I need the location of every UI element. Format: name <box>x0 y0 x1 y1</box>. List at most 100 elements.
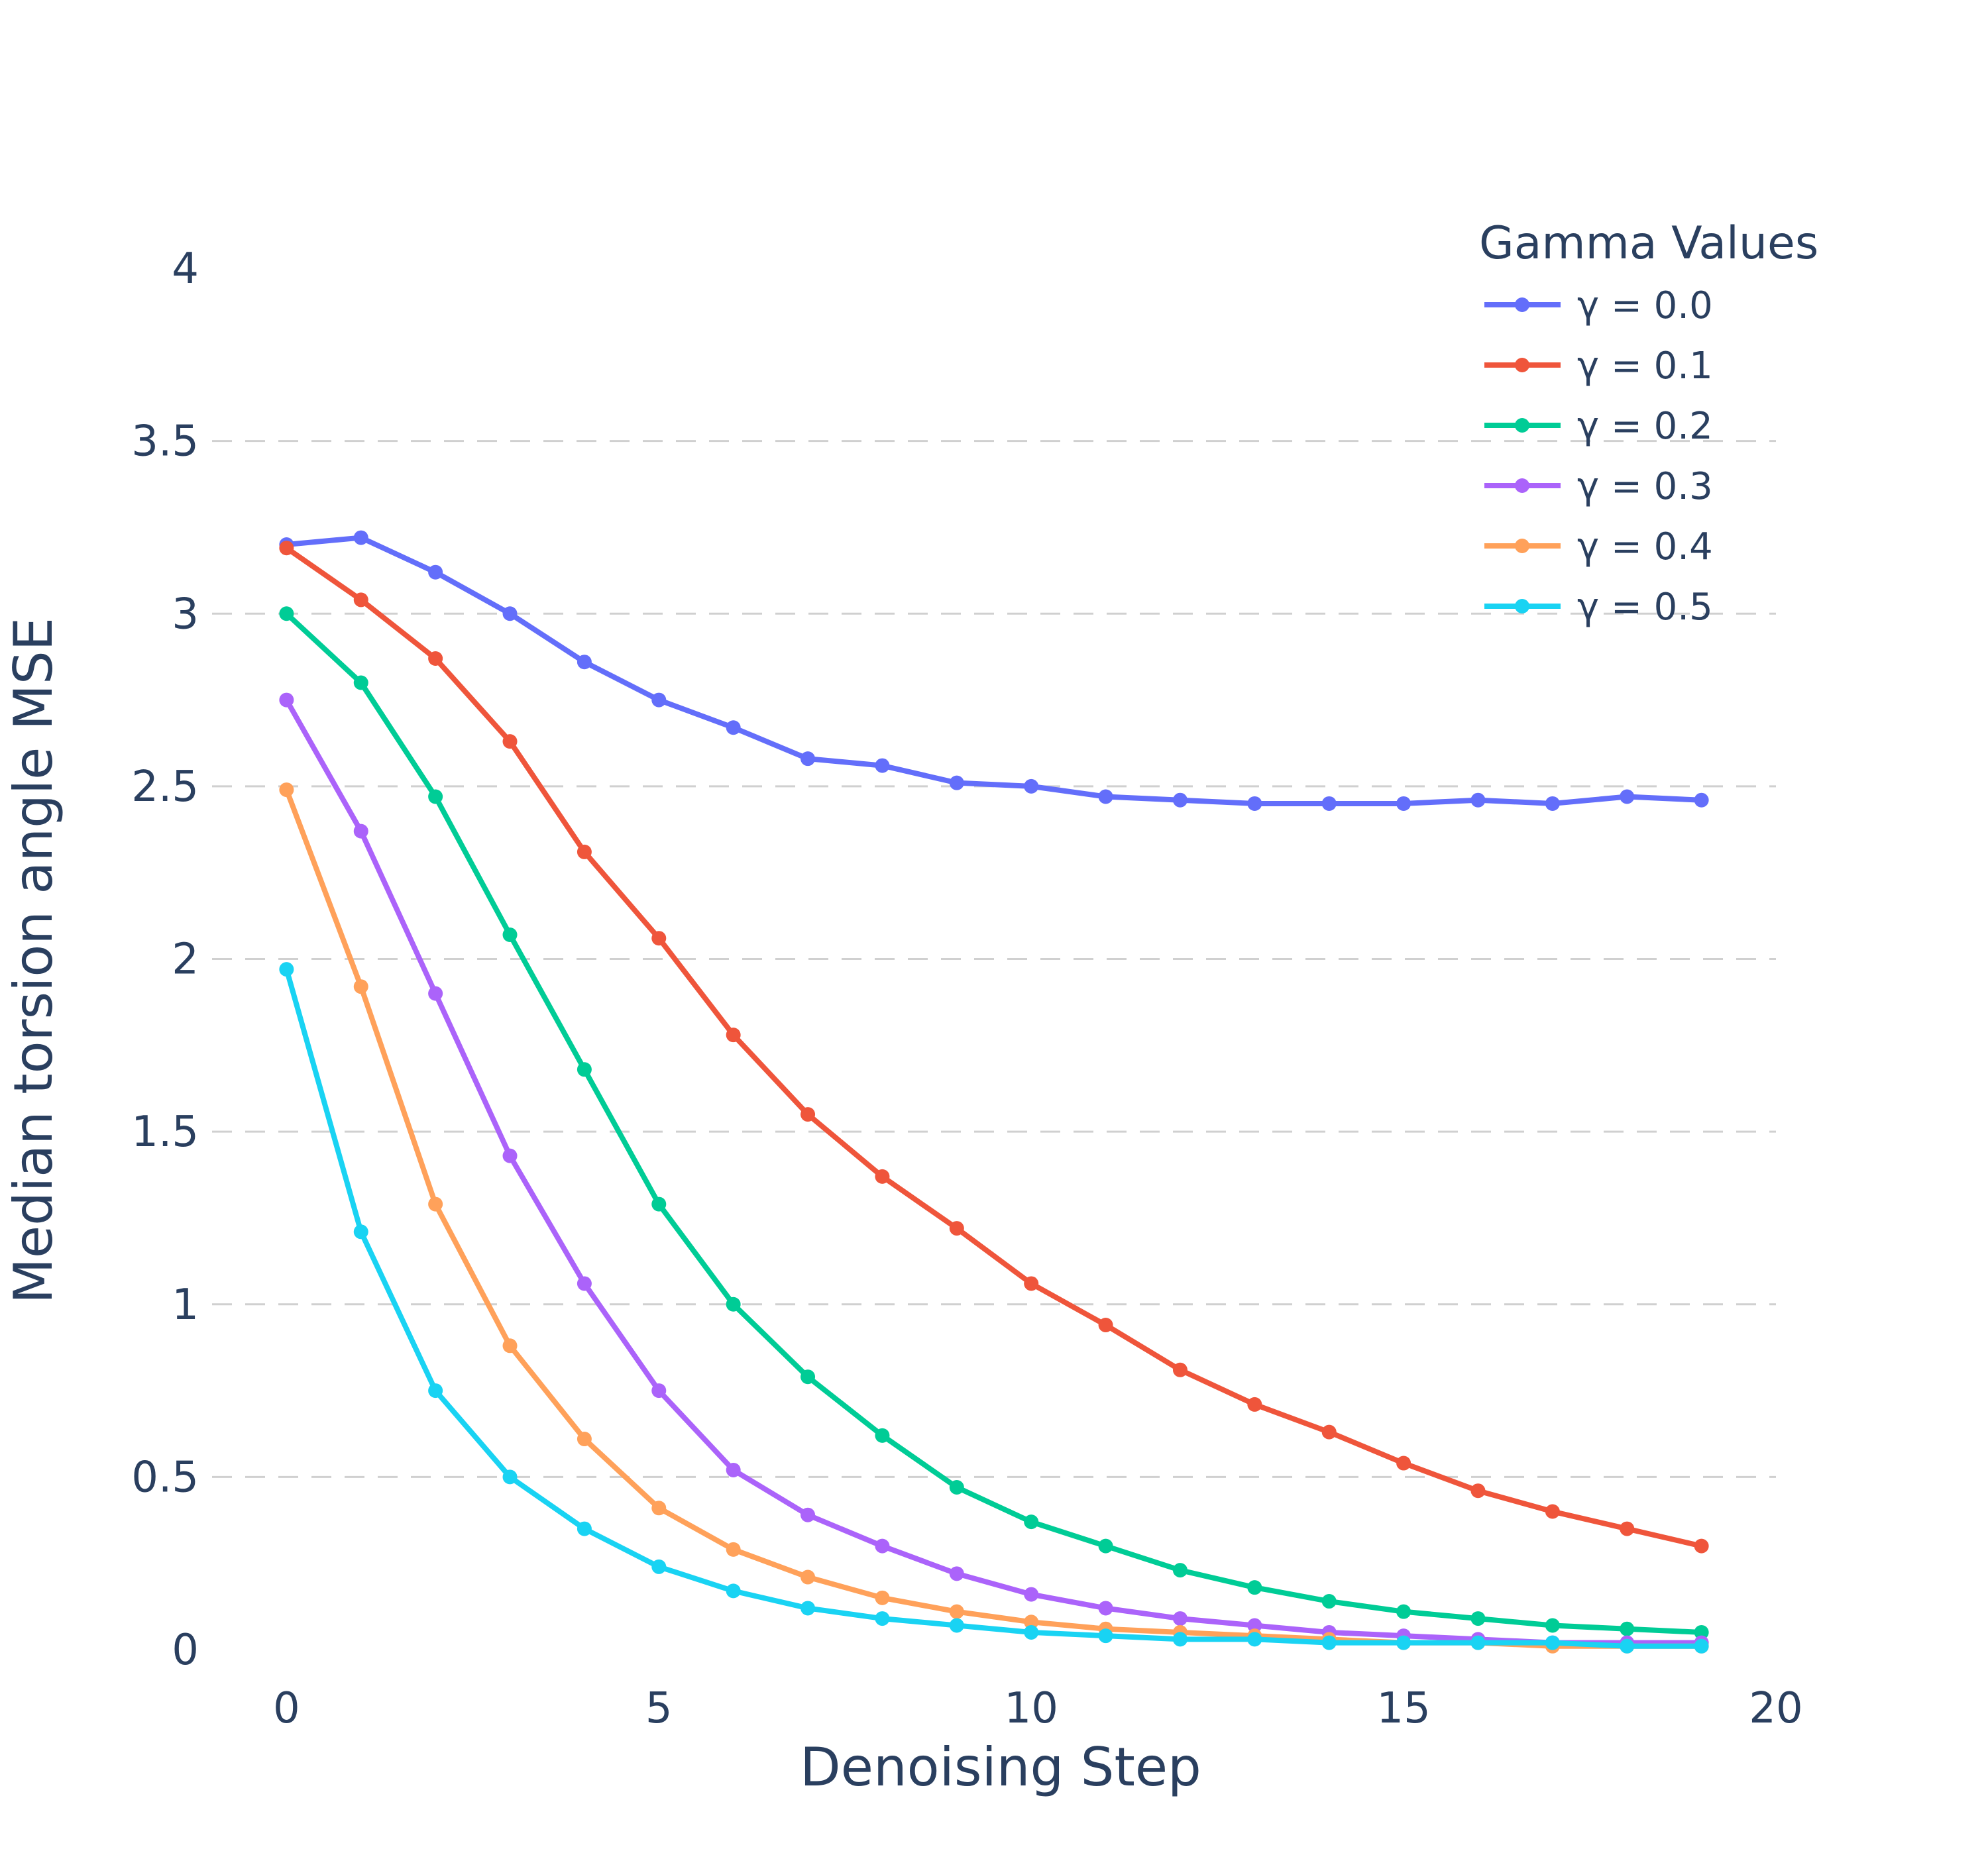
data-point <box>1172 1563 1187 1578</box>
legend[interactable]: Gamma Values γ = 0.0 γ = 0.1 γ = 0.2 γ = 0.… <box>1479 217 1818 629</box>
data-point <box>1396 796 1411 811</box>
series-4 <box>279 782 1709 1654</box>
data-point <box>1545 1635 1560 1650</box>
data-point <box>949 1221 964 1236</box>
series-line <box>286 535 1702 806</box>
y-tick-label: 0.5 <box>131 1453 199 1502</box>
data-point <box>949 775 964 790</box>
data-point <box>353 592 368 608</box>
data-point <box>428 986 443 1001</box>
legend-swatch-marker <box>1515 358 1529 372</box>
data-point <box>1620 1638 1635 1654</box>
data-point <box>502 1338 518 1353</box>
data-point <box>1321 1594 1337 1609</box>
data-point <box>801 751 816 767</box>
data-point <box>651 1196 667 1212</box>
data-point <box>1470 1635 1486 1650</box>
y-tick-label: 3.5 <box>131 417 199 466</box>
y-tick-label: 2 <box>172 935 199 984</box>
data-point <box>577 1062 592 1077</box>
data-point <box>801 1507 816 1522</box>
legend-item[interactable]: γ = 0.1 <box>1484 344 1713 388</box>
legend-swatch-marker <box>1515 539 1529 553</box>
legend-item[interactable]: γ = 0.2 <box>1484 405 1713 448</box>
data-point <box>1694 1624 1709 1640</box>
series-layer <box>279 530 1709 1654</box>
data-point <box>1470 792 1486 808</box>
data-point <box>651 931 667 946</box>
data-point <box>726 1297 741 1312</box>
data-point <box>502 1469 518 1485</box>
legend-item[interactable]: γ = 0.3 <box>1484 465 1713 508</box>
series-5 <box>279 962 1709 1654</box>
data-point <box>1024 1587 1039 1602</box>
legend-label: γ = 0.1 <box>1577 344 1713 388</box>
data-point <box>353 1224 368 1240</box>
data-point <box>279 782 294 798</box>
series-1 <box>279 541 1709 1554</box>
data-point <box>726 1583 741 1599</box>
data-point <box>428 1196 443 1212</box>
data-point <box>651 1501 667 1516</box>
data-point <box>502 928 518 943</box>
data-point <box>1694 1638 1709 1654</box>
data-point <box>1247 1580 1262 1595</box>
data-point <box>1172 1611 1187 1626</box>
data-point <box>502 1148 518 1163</box>
data-point <box>1694 1538 1709 1554</box>
legend-item[interactable]: γ = 0.0 <box>1484 284 1713 327</box>
data-point <box>949 1618 964 1633</box>
data-point <box>1620 1521 1635 1536</box>
data-point <box>1396 1604 1411 1619</box>
data-point <box>875 1538 890 1554</box>
data-point <box>1247 1397 1262 1412</box>
data-point <box>875 1590 890 1605</box>
y-tick-label: 1.5 <box>131 1108 199 1157</box>
data-point <box>949 1604 964 1619</box>
data-point <box>1247 1632 1262 1647</box>
data-point <box>1172 792 1187 808</box>
data-point <box>1321 1424 1337 1440</box>
data-point <box>577 1521 592 1536</box>
data-point <box>279 962 294 977</box>
y-tick-label: 2.5 <box>131 763 199 812</box>
legend-title: Gamma Values <box>1479 217 1818 270</box>
legend-swatch-marker <box>1515 478 1529 493</box>
data-point <box>1172 1632 1187 1647</box>
data-point <box>726 1462 741 1477</box>
series-line <box>284 969 1702 1649</box>
data-point <box>651 1559 667 1574</box>
data-point <box>1396 1456 1411 1471</box>
data-point <box>801 1369 816 1385</box>
legend-swatch-marker <box>1515 599 1529 613</box>
y-axis-title: Median torsion angle MSE <box>3 617 64 1304</box>
legend-label: γ = 0.2 <box>1577 405 1713 448</box>
x-tick-label: 20 <box>1749 1684 1802 1733</box>
legend-label: γ = 0.5 <box>1577 586 1713 629</box>
data-point <box>726 720 741 735</box>
data-point <box>577 1276 592 1291</box>
series-2 <box>279 606 1709 1640</box>
data-point <box>1024 1514 1039 1530</box>
data-point <box>1024 778 1039 794</box>
data-point <box>1172 1362 1187 1377</box>
data-point <box>1247 1618 1262 1633</box>
data-point <box>1321 796 1337 811</box>
data-point <box>949 1566 964 1581</box>
data-point <box>801 1601 816 1616</box>
data-point <box>428 789 443 804</box>
data-point <box>279 541 294 556</box>
legend-item[interactable]: γ = 0.4 <box>1484 525 1713 568</box>
data-point <box>1620 1621 1635 1636</box>
series-0 <box>279 530 1709 811</box>
data-point <box>353 979 368 994</box>
legend-item[interactable]: γ = 0.5 <box>1484 586 1713 629</box>
data-point <box>1098 1318 1113 1333</box>
data-point <box>577 844 592 859</box>
data-point <box>1024 1615 1039 1630</box>
data-point <box>353 823 368 839</box>
data-point <box>1098 789 1113 804</box>
data-point <box>428 651 443 666</box>
legend-swatch-marker <box>1515 418 1529 433</box>
